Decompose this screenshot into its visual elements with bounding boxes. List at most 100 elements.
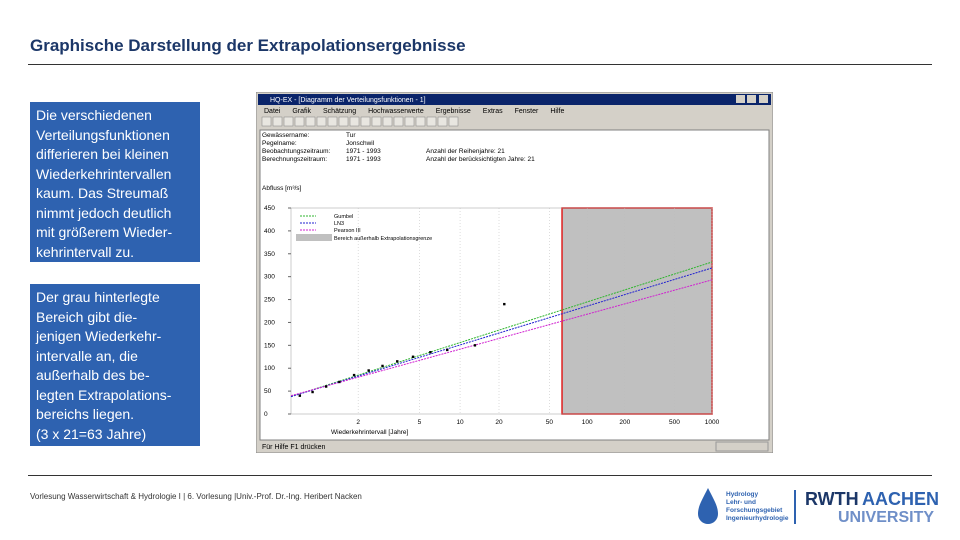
logo-text: UNIVERSITY	[838, 509, 934, 526]
footer-rule	[28, 475, 932, 476]
legend-label: Bereich außerhalb Extrapolationsgrenze	[334, 236, 432, 242]
screenshot: HQ-EX - [Diagramm der Verteilungsfunktio…	[256, 92, 773, 453]
y-tick-label: 150	[264, 342, 275, 349]
data-point	[367, 369, 370, 372]
distribution-line	[290, 267, 713, 398]
hydrology-drop	[698, 488, 718, 524]
info-text: 1971 - 1993	[346, 148, 381, 155]
text-line: außerhalb des be-	[36, 367, 150, 383]
x-tick-label: 2	[356, 419, 360, 426]
toolbar-button[interactable]	[305, 116, 316, 127]
toolbar-button[interactable]	[426, 116, 437, 127]
data-point	[411, 355, 415, 358]
text-line: nimmt jedoch deutlich	[36, 204, 172, 221]
text-line: Die verschiedenen	[36, 107, 152, 123]
status-bar: Für Hilfe F1 drücken	[262, 444, 326, 451]
legend-label: LN3	[334, 221, 344, 227]
menu-item[interactable]: Ergebnisse	[436, 108, 471, 115]
x-tick-label: 1000	[705, 419, 720, 426]
text-line: kehrintervall zu.	[36, 243, 135, 260]
toolbar-button[interactable]	[272, 116, 283, 127]
x-tick-label: 5	[418, 419, 422, 426]
y-tick-label: 50	[264, 388, 272, 395]
data-point	[429, 351, 432, 354]
text-line: bereichs liegen.	[36, 406, 135, 422]
info-text: Beobachtungszeitraum:	[262, 148, 330, 155]
window-button[interactable]	[759, 95, 768, 103]
toolbar-button[interactable]	[338, 116, 349, 127]
x-tick-label: 500	[669, 419, 680, 426]
y-axis-label: Abfluss [m³/s]	[262, 185, 302, 192]
menu-item[interactable]: Datei	[264, 108, 281, 115]
menu-item[interactable]: Extras	[483, 108, 503, 115]
y-tick-label: 250	[264, 297, 275, 304]
y-tick-label: 400	[264, 228, 275, 235]
x-tick-label: 100	[582, 419, 593, 426]
info-text: Berechnungszeitraum:	[262, 156, 327, 163]
text-box: Die verschiedenen Verteilungsfunktionen di…	[30, 102, 200, 262]
data-point	[298, 394, 302, 397]
title-bar	[258, 94, 771, 105]
legend-label: Gumbel	[334, 214, 353, 220]
text-line: mit größerem Wieder-	[36, 224, 173, 240]
title-rule	[28, 64, 932, 65]
toolbar-button[interactable]	[360, 116, 371, 127]
toolbar-button[interactable]	[327, 116, 338, 127]
info-text: Tur	[346, 132, 356, 139]
data-point	[311, 390, 314, 394]
info-text: 1971 - 1993	[346, 156, 381, 163]
toolbar-button[interactable]	[261, 116, 272, 127]
footer-text: Vorlesung Wasserwirtschaft & Hydrologie …	[30, 492, 362, 501]
toolbar-button[interactable]	[371, 116, 382, 127]
menu-item[interactable]: Grafik	[292, 108, 311, 115]
x-tick-label: 10	[456, 419, 464, 426]
window-button[interactable]	[747, 95, 756, 103]
toolbar-button[interactable]	[294, 116, 305, 127]
data-point	[446, 348, 449, 352]
menu-item[interactable]: Schätzung	[323, 108, 356, 115]
toolbar-button[interactable]	[415, 116, 426, 127]
toolbar-button[interactable]	[393, 116, 404, 127]
toolbar-button[interactable]	[316, 116, 327, 127]
toolbar-button[interactable]	[448, 116, 459, 127]
x-axis-label: Wiederkehrintervall [Jahre]	[331, 429, 409, 436]
menu-item[interactable]: Hilfe	[550, 108, 564, 115]
y-tick-label: 350	[264, 251, 275, 258]
y-tick-label: 450	[264, 205, 275, 212]
logo-text: Lehr- und	[726, 499, 756, 506]
data-point	[338, 380, 341, 384]
toolbar-button[interactable]	[349, 116, 360, 127]
text-line: Der grau hinterlegte	[36, 289, 160, 305]
info-text: Anzahl der Reihenjahre: 21	[426, 148, 505, 155]
extrapolation-region	[561, 207, 713, 415]
data-point	[324, 385, 328, 388]
logo-text: Ingenieurhydrologie	[726, 515, 789, 522]
data-point	[381, 364, 384, 368]
toolbar-button[interactable]	[437, 116, 448, 127]
data-point	[503, 302, 506, 306]
y-tick-label: 0	[264, 411, 268, 418]
toolbar-button[interactable]	[283, 116, 294, 127]
menu-item[interactable]: Fenster	[515, 108, 539, 115]
logo-text: AACHEN	[862, 489, 939, 509]
text-line: (3 x 21=63 Jahre)	[36, 425, 147, 442]
window-button[interactable]	[736, 95, 745, 103]
text-box: Der grau hinterlegte Bereich gibt die-jen…	[30, 284, 200, 446]
logo-text: RWTH	[805, 489, 859, 509]
text-line: legten Extrapolations-	[36, 386, 172, 403]
menu-item[interactable]: Hochwasserwerte	[368, 108, 424, 115]
text-line: kaum. Das Streumaß	[36, 185, 169, 201]
data-point	[396, 360, 399, 363]
x-tick-label: 200	[619, 419, 630, 426]
toolbar-button[interactable]	[382, 116, 393, 127]
toolbar-button[interactable]	[404, 116, 415, 127]
status-panel	[715, 441, 769, 452]
info-text: Pegelname:	[262, 140, 297, 147]
x-tick-label: 20	[495, 419, 503, 426]
x-tick-label: 50	[546, 419, 554, 426]
info-text: Jonschwil	[346, 140, 375, 147]
